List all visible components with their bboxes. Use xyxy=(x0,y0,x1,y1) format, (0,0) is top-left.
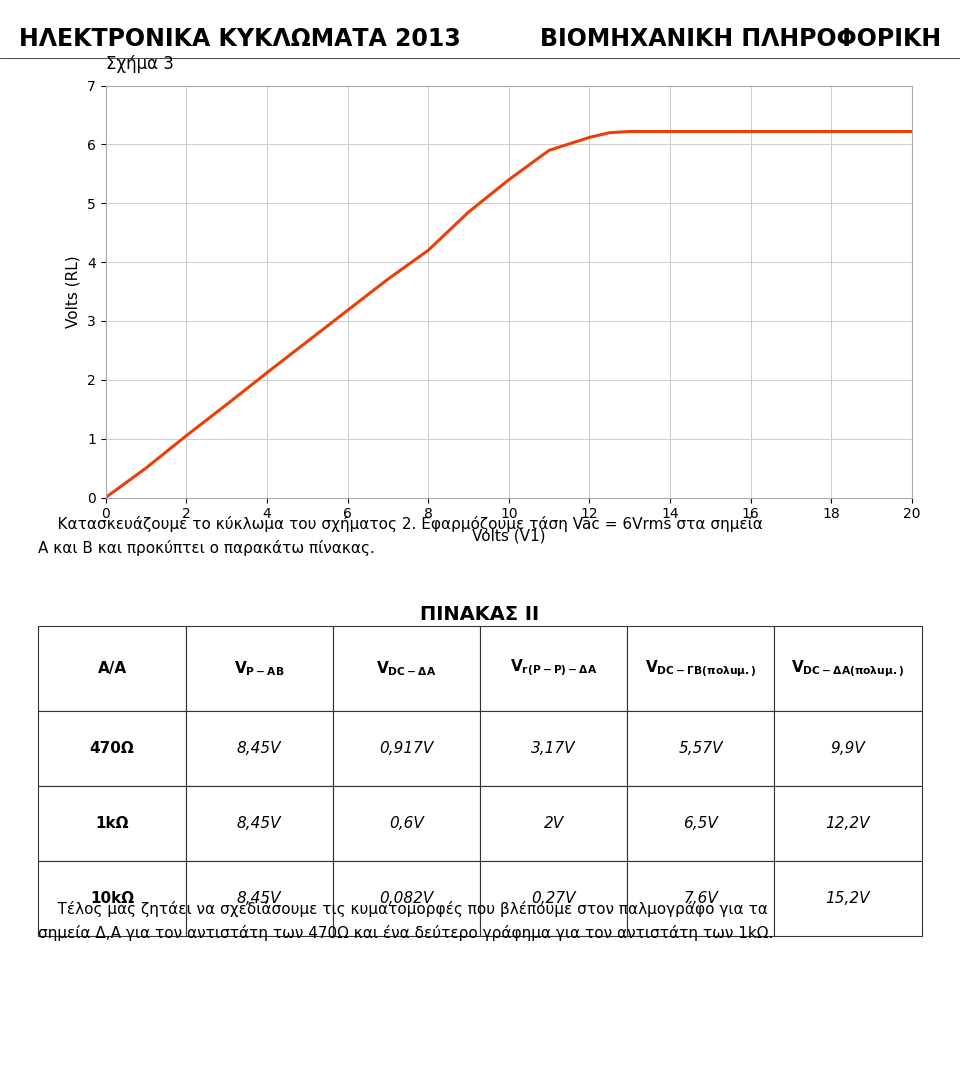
Text: Σχήμα 3: Σχήμα 3 xyxy=(106,55,174,73)
Text: Τέλος μας ζητάει να σχεδιάσουμε τις κυματομορφές που βλέπουμε στον παλμογράφο γι: Τέλος μας ζητάει να σχεδιάσουμε τις κυμα… xyxy=(38,901,774,941)
Text: Κατασκευάζουμε το κύκλωμα του σχήματος 2. Εφαρμόζουμε τάση Vac = 6Vrms στα σημεί: Κατασκευάζουμε το κύκλωμα του σχήματος 2… xyxy=(38,516,763,555)
X-axis label: Volts (V1): Volts (V1) xyxy=(472,529,545,544)
Text: ΠΙΝΑΚΑΣ ΙΙ: ΠΙΝΑΚΑΣ ΙΙ xyxy=(420,605,540,624)
Text: ΒΙΟΜΗΧΑΝΙΚΗ ΠΛΗΡΟΦΟΡΙΚΗ: ΒΙΟΜΗΧΑΝΙΚΗ ΠΛΗΡΟΦΟΡΙΚΗ xyxy=(540,27,941,50)
Y-axis label: Volts (RL): Volts (RL) xyxy=(65,256,80,327)
Text: ΗΛΕΚΤΡΟΝΙΚΑ ΚΥΚΛΩΜΑΤΑ 2013: ΗΛΕΚΤΡΟΝΙΚΑ ΚΥΚΛΩΜΑΤΑ 2013 xyxy=(19,27,461,50)
